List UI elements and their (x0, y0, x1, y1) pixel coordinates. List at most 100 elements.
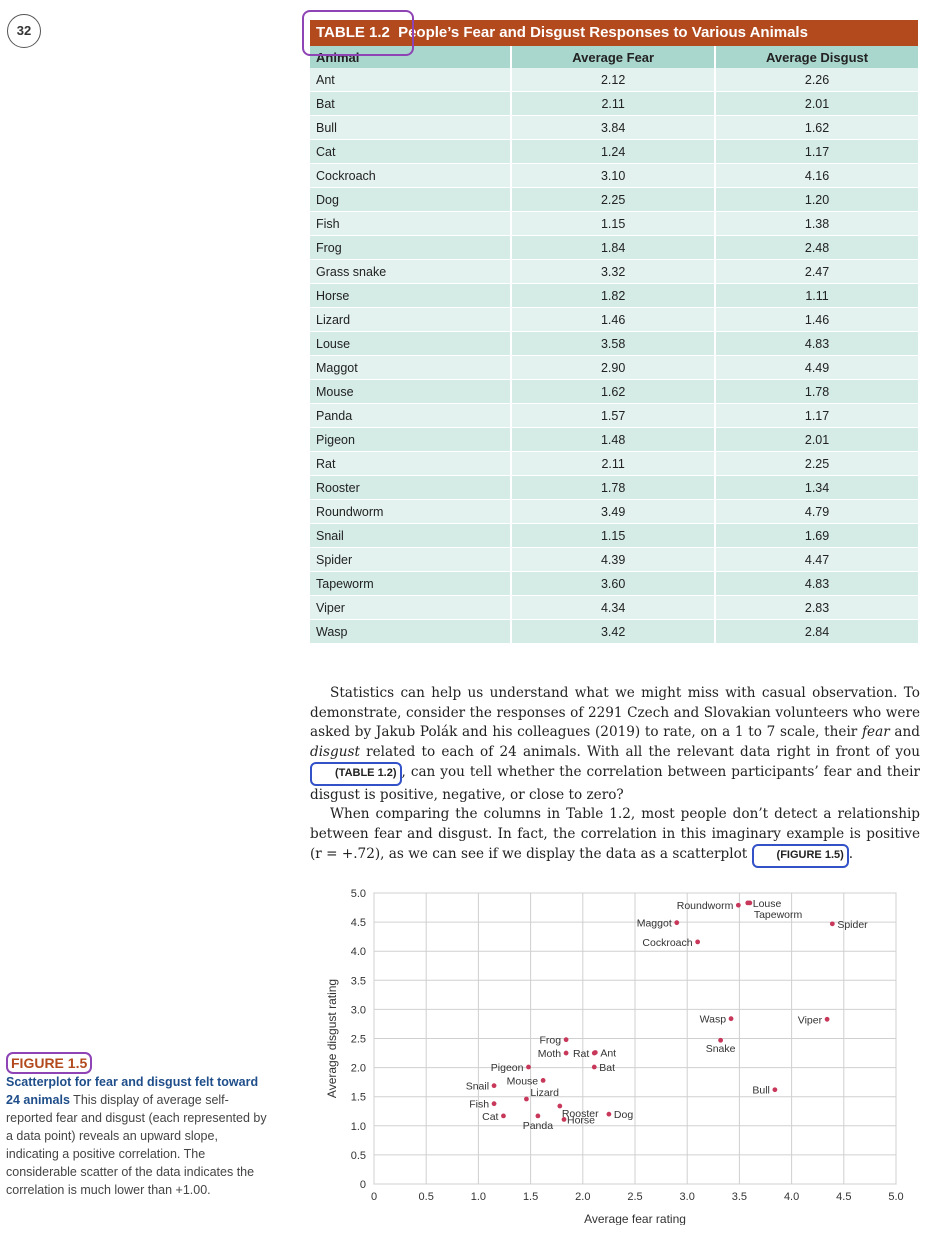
disgust-cell: 1.17 (714, 139, 918, 164)
fear-cell: 1.15 (510, 523, 716, 548)
data-point (674, 920, 680, 926)
table-row: Bull 3.84 1.62 (310, 115, 918, 140)
x-tick-label: 3.0 (680, 1191, 695, 1203)
disgust-cell: 1.62 (714, 115, 918, 140)
animal-cell: Viper (310, 595, 512, 620)
data-point (735, 902, 741, 908)
table-row: Dog 2.25 1.20 (310, 187, 918, 212)
fear-cell: 1.78 (510, 475, 716, 500)
data-point (591, 1064, 597, 1070)
scatterplot-figure: 0 0.5 1.0 1.5 2.0 2.5 3.0 3.5 4.0 4.5 5.0 0 0.5 1.0 1.… (310, 880, 930, 1226)
x-tick-label: 1.5 (523, 1191, 538, 1203)
point-label: Dog (614, 1109, 633, 1121)
fear-cell: 3.32 (510, 259, 716, 284)
x-tick-label: 0 (371, 1191, 377, 1203)
y-tick-label: 0 (360, 1179, 366, 1191)
disgust-cell: 4.16 (714, 163, 918, 188)
disgust-cell: 1.69 (714, 523, 918, 548)
animal-cell: Dog (310, 187, 512, 212)
point-label: Pigeon (491, 1062, 524, 1074)
table-row: Bat 2.11 2.01 (310, 91, 918, 116)
x-tick-label: 1.0 (471, 1191, 486, 1203)
table-row: Cat 1.24 1.17 (310, 139, 918, 164)
fear-cell: 2.11 (510, 451, 716, 476)
table-title: People’s Fear and Disgust Responses to V… (398, 24, 808, 41)
animal-cell: Maggot (310, 355, 512, 380)
table-row: Louse 3.58 4.83 (310, 331, 918, 356)
data-point (772, 1087, 778, 1093)
disgust-cell: 1.11 (714, 283, 918, 308)
y-axis-label: Average disgust rating (325, 979, 339, 1098)
table-reference-link[interactable]: (TABLE 1.2) (310, 762, 402, 786)
point-label: Maggot (637, 918, 672, 930)
data-point (606, 1111, 612, 1117)
paragraph-1: Statistics can help us understand what w… (310, 684, 920, 805)
fear-cell: 2.25 (510, 187, 716, 212)
paragraph-2: When comparing the columns in Table 1.2,… (310, 805, 920, 868)
point-label: Fish (469, 1099, 489, 1111)
animal-cell: Ant (310, 68, 512, 92)
point-label: Viper (798, 1014, 823, 1026)
table-row: Ant 2.12 2.26 (310, 68, 918, 92)
animal-cell: Pigeon (310, 427, 512, 452)
p1-text-and: and (889, 724, 920, 740)
table-label-highlight (302, 10, 414, 56)
x-axis-label: Average fear rating (584, 1212, 686, 1225)
y-tick-label: 4.0 (351, 946, 366, 958)
y-tick-label: 1.0 (351, 1121, 366, 1133)
animal-cell: Wasp (310, 619, 512, 644)
data-point (563, 1050, 569, 1056)
data-point (491, 1083, 497, 1089)
data-point (561, 1116, 567, 1122)
fear-cell: 3.10 (510, 163, 716, 188)
table-row: Grass snake 3.32 2.47 (310, 259, 918, 284)
animal-cell: Bull (310, 115, 512, 140)
y-tick-label: 0.5 (351, 1150, 366, 1162)
fear-cell: 4.39 (510, 547, 716, 572)
data-point (563, 1037, 569, 1043)
point-label: Roundworm (677, 900, 734, 912)
column-header-fear: Average Fear (510, 46, 716, 68)
fear-cell: 1.62 (510, 379, 716, 404)
y-tick-label: 3.0 (351, 1004, 366, 1016)
animal-cell: Fish (310, 211, 512, 236)
fear-cell: 1.15 (510, 211, 716, 236)
point-label: Mouse (507, 1075, 539, 1087)
animal-cell: Cat (310, 139, 512, 164)
table-row: Snail 1.15 1.69 (310, 523, 918, 548)
fear-cell: 2.11 (510, 91, 716, 116)
animal-cell: Grass snake (310, 259, 512, 284)
table-row: Maggot 2.90 4.49 (310, 355, 918, 380)
figure-reference-link[interactable]: (FIGURE 1.5) (751, 844, 849, 868)
animal-cell: Bat (310, 91, 512, 116)
point-label: Tapeworm (754, 909, 803, 921)
data-point (526, 1064, 531, 1070)
table-row: Rooster 1.78 1.34 (310, 475, 918, 500)
data-point (747, 900, 753, 906)
point-label: Snake (706, 1043, 736, 1055)
p2-text-a: When comparing the columns in Table 1.2,… (310, 806, 920, 862)
x-tick-label: 4.0 (784, 1191, 799, 1203)
animal-cell: Rooster (310, 475, 512, 500)
fear-cell: 1.46 (510, 307, 716, 332)
fear-cell: 3.49 (510, 499, 716, 524)
x-tick-label: 5.0 (888, 1191, 903, 1203)
fear-disgust-table: Animal Average Fear Average Disgust Ant 2… (310, 46, 918, 644)
data-point (557, 1103, 563, 1109)
fear-cell: 1.48 (510, 427, 716, 452)
disgust-cell: 2.84 (714, 619, 918, 644)
table-row: Cockroach 3.10 4.16 (310, 163, 918, 188)
y-tick-label: 3.5 (351, 975, 366, 987)
disgust-cell: 1.46 (714, 307, 918, 332)
table-row: Roundworm 3.49 4.79 (310, 499, 918, 524)
data-point (524, 1096, 529, 1102)
column-header-animal: Animal (310, 46, 512, 68)
point-label: Wasp (700, 1014, 727, 1026)
fear-cell: 1.57 (510, 403, 716, 428)
x-tick-label: 0.5 (419, 1191, 434, 1203)
disgust-cell: 2.01 (714, 91, 918, 116)
y-tick-label: 5.0 (351, 888, 366, 900)
point-label: Horse (567, 1114, 595, 1126)
data-point (501, 1113, 506, 1119)
disgust-cell: 4.83 (714, 331, 918, 356)
